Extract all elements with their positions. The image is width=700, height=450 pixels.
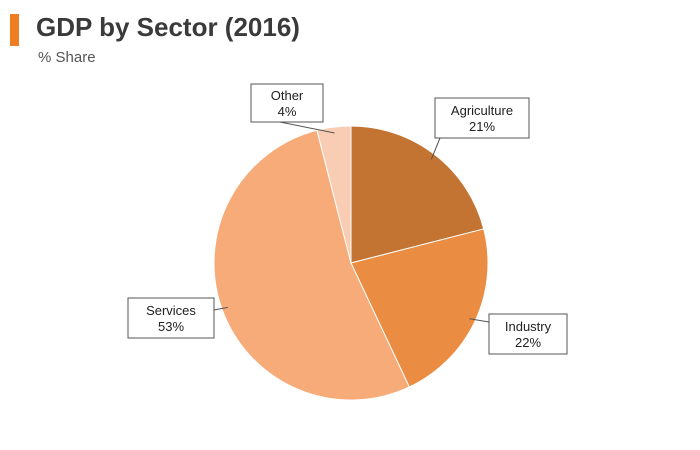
slice-label-services: Services <box>146 303 196 318</box>
pie-slice-other <box>316 125 352 264</box>
callout-box-agriculture <box>434 97 530 139</box>
callout-box-other <box>250 83 324 123</box>
callout-connector-other <box>279 121 335 134</box>
chart-title: GDP by Sector (2016) <box>36 12 300 42</box>
chart-subtitle: % Share <box>38 49 96 66</box>
callout-box-industry <box>488 313 568 355</box>
pie-slices <box>213 125 489 401</box>
callout-connector-services <box>213 306 228 311</box>
slice-value-agriculture: 21% <box>469 119 495 134</box>
slice-label-agriculture: Agriculture <box>451 103 513 118</box>
pie-slice-services <box>213 129 410 401</box>
slice-value-industry: 22% <box>515 335 541 350</box>
slice-value-other: 4% <box>278 104 297 119</box>
callout-connector-agriculture <box>430 137 441 160</box>
slice-value-services: 53% <box>158 319 184 334</box>
slice-label-industry: Industry <box>505 319 552 334</box>
pie-slice-industry <box>350 228 489 388</box>
title-accent-bar <box>10 14 19 46</box>
slice-label-other: Other <box>271 88 304 103</box>
callout-connector-industry <box>469 318 490 323</box>
pie-slice-agriculture <box>350 125 485 264</box>
callout-box-services <box>127 297 215 339</box>
